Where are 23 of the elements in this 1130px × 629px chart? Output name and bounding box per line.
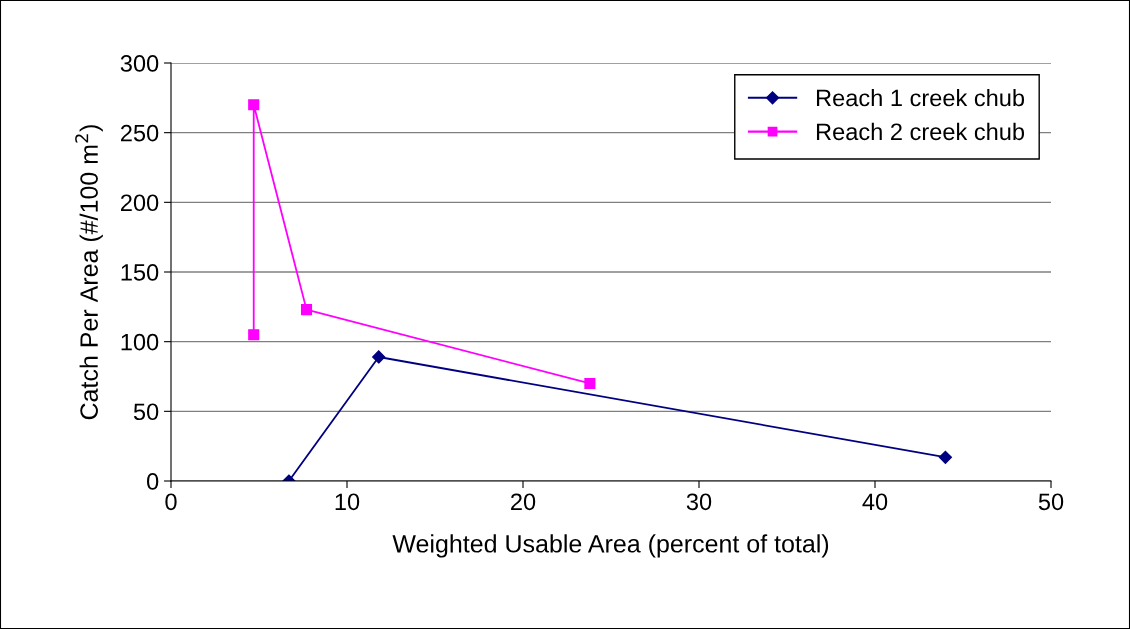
point — [248, 99, 260, 111]
legend-label: Reach 2 creek chub — [816, 122, 1025, 141]
y-tick-label: 150 — [121, 264, 159, 281]
y-tick-label: 100 — [121, 333, 159, 351]
y-tick-label: 300 — [120, 55, 159, 72]
point — [584, 377, 596, 390]
y-tick-label: 200 — [120, 194, 159, 212]
y-tick-label: 250 — [120, 124, 159, 142]
x-tick-label: 0 — [165, 493, 177, 511]
y-tick-label: 0 — [146, 473, 159, 490]
x-tick-label: 30 — [686, 493, 712, 511]
x-tick-label: 10 — [335, 493, 360, 511]
point — [248, 329, 260, 341]
x-axis-title: Weighted Usable Area (percent of total) — [392, 534, 829, 558]
point — [938, 450, 952, 464]
point — [300, 304, 313, 316]
x-tick-label: 40 — [862, 493, 888, 511]
legend-label: Reach 1 creek chub — [816, 88, 1025, 107]
x-tick-label: 50 — [1038, 493, 1064, 511]
point — [372, 350, 386, 364]
x-tick-label: 20 — [511, 493, 536, 511]
y-tick-label: 50 — [133, 403, 159, 421]
y-axis-title: Catch Per Area (#/100 m$^{2}$) — [75, 125, 103, 420]
